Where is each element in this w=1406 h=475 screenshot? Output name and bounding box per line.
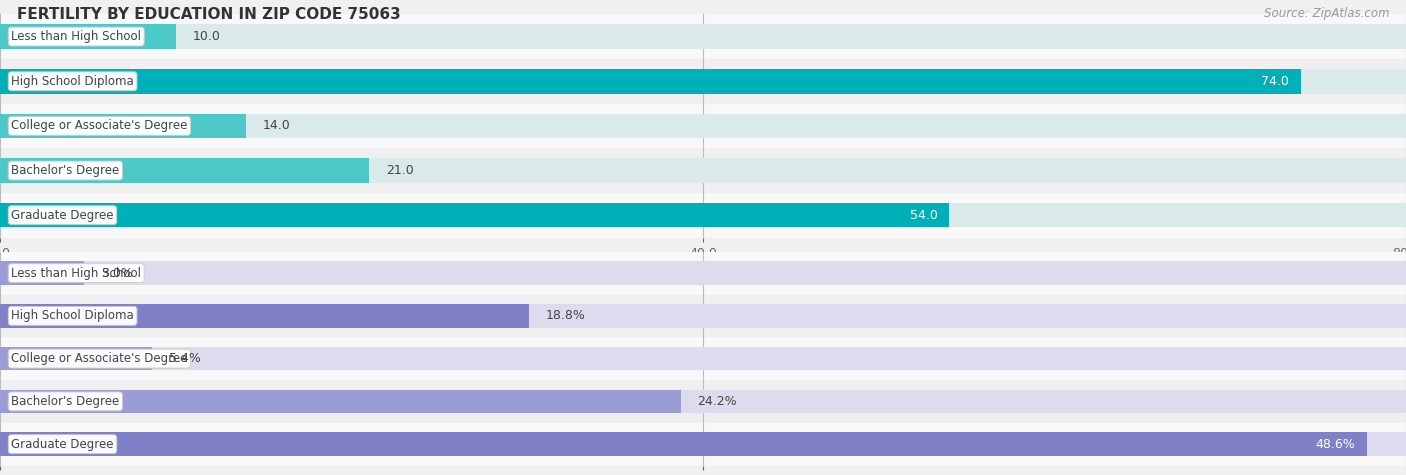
Text: High School Diploma: High School Diploma [11, 309, 134, 323]
Bar [0, 390, 1406, 413]
Bar [0, 390, 681, 413]
Text: 14.0: 14.0 [263, 119, 291, 133]
Bar [0, 294, 1406, 337]
Bar [0, 193, 1406, 238]
Text: 54.0: 54.0 [910, 209, 938, 222]
Bar [0, 14, 1406, 59]
Bar [0, 423, 1406, 466]
Text: 3.0%: 3.0% [101, 266, 134, 280]
Bar [0, 203, 949, 228]
Text: 74.0: 74.0 [1261, 75, 1289, 88]
Bar [0, 347, 152, 370]
Bar [0, 158, 368, 183]
Bar [0, 59, 1406, 104]
Bar [0, 380, 1406, 423]
Bar [0, 203, 1406, 228]
Bar [0, 432, 1367, 456]
Bar [0, 261, 1406, 285]
Text: College or Associate's Degree: College or Associate's Degree [11, 352, 187, 365]
Text: Bachelor's Degree: Bachelor's Degree [11, 164, 120, 177]
Text: High School Diploma: High School Diploma [11, 75, 134, 88]
Text: Source: ZipAtlas.com: Source: ZipAtlas.com [1264, 7, 1389, 20]
Text: 18.8%: 18.8% [546, 309, 585, 323]
Bar [0, 158, 1406, 183]
Text: Bachelor's Degree: Bachelor's Degree [11, 395, 120, 408]
Bar [0, 24, 176, 49]
Text: FERTILITY BY EDUCATION IN ZIP CODE 75063: FERTILITY BY EDUCATION IN ZIP CODE 75063 [17, 7, 401, 22]
Text: Less than High School: Less than High School [11, 266, 141, 280]
Bar [0, 69, 1301, 94]
Bar [0, 148, 1406, 193]
Text: Graduate Degree: Graduate Degree [11, 209, 114, 222]
Bar [0, 304, 529, 328]
Text: 5.4%: 5.4% [169, 352, 201, 365]
Text: 24.2%: 24.2% [697, 395, 737, 408]
Text: 10.0: 10.0 [193, 30, 221, 43]
Text: Less than High School: Less than High School [11, 30, 141, 43]
Bar [0, 304, 1406, 328]
Bar [0, 104, 1406, 148]
Text: College or Associate's Degree: College or Associate's Degree [11, 119, 187, 133]
Bar [0, 432, 1406, 456]
Text: Graduate Degree: Graduate Degree [11, 437, 114, 451]
Bar [0, 114, 1406, 138]
Bar [0, 337, 1406, 380]
Bar [0, 261, 84, 285]
Bar [0, 347, 1406, 370]
Bar [0, 24, 1406, 49]
Text: 21.0: 21.0 [385, 164, 413, 177]
Bar [0, 69, 1406, 94]
Bar [0, 114, 246, 138]
Bar [0, 252, 1406, 294]
Text: 48.6%: 48.6% [1316, 437, 1355, 451]
